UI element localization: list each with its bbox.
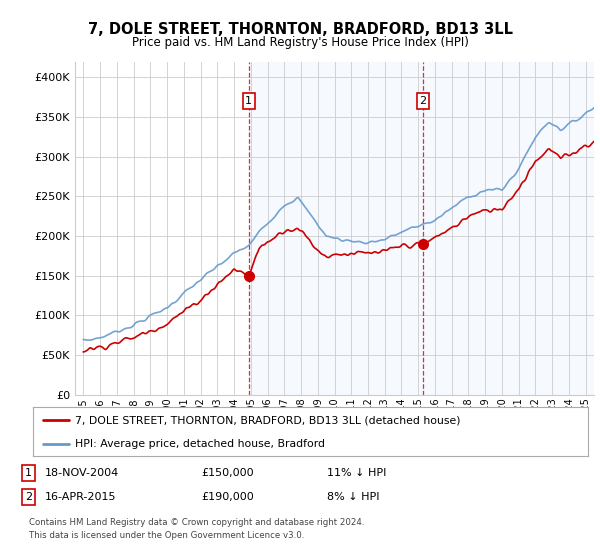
Bar [423,62,594,395]
Text: £150,000: £150,000 [201,468,254,478]
Text: 8% ↓ HPI: 8% ↓ HPI [327,492,380,502]
Text: 1: 1 [245,96,252,106]
Bar [249,62,423,395]
Text: 16-APR-2015: 16-APR-2015 [45,492,116,502]
Text: £190,000: £190,000 [201,492,254,502]
Text: 2: 2 [25,492,32,502]
Text: 2: 2 [419,96,427,106]
Text: 1: 1 [25,468,32,478]
Text: 11% ↓ HPI: 11% ↓ HPI [327,468,386,478]
Text: 18-NOV-2004: 18-NOV-2004 [45,468,119,478]
Text: 7, DOLE STREET, THORNTON, BRADFORD, BD13 3LL (detached house): 7, DOLE STREET, THORNTON, BRADFORD, BD13… [74,416,460,426]
Text: Price paid vs. HM Land Registry's House Price Index (HPI): Price paid vs. HM Land Registry's House … [131,36,469,49]
Text: HPI: Average price, detached house, Bradford: HPI: Average price, detached house, Brad… [74,439,325,449]
Text: Contains HM Land Registry data © Crown copyright and database right 2024.
This d: Contains HM Land Registry data © Crown c… [29,519,364,540]
Text: 7, DOLE STREET, THORNTON, BRADFORD, BD13 3LL: 7, DOLE STREET, THORNTON, BRADFORD, BD13… [88,22,512,38]
